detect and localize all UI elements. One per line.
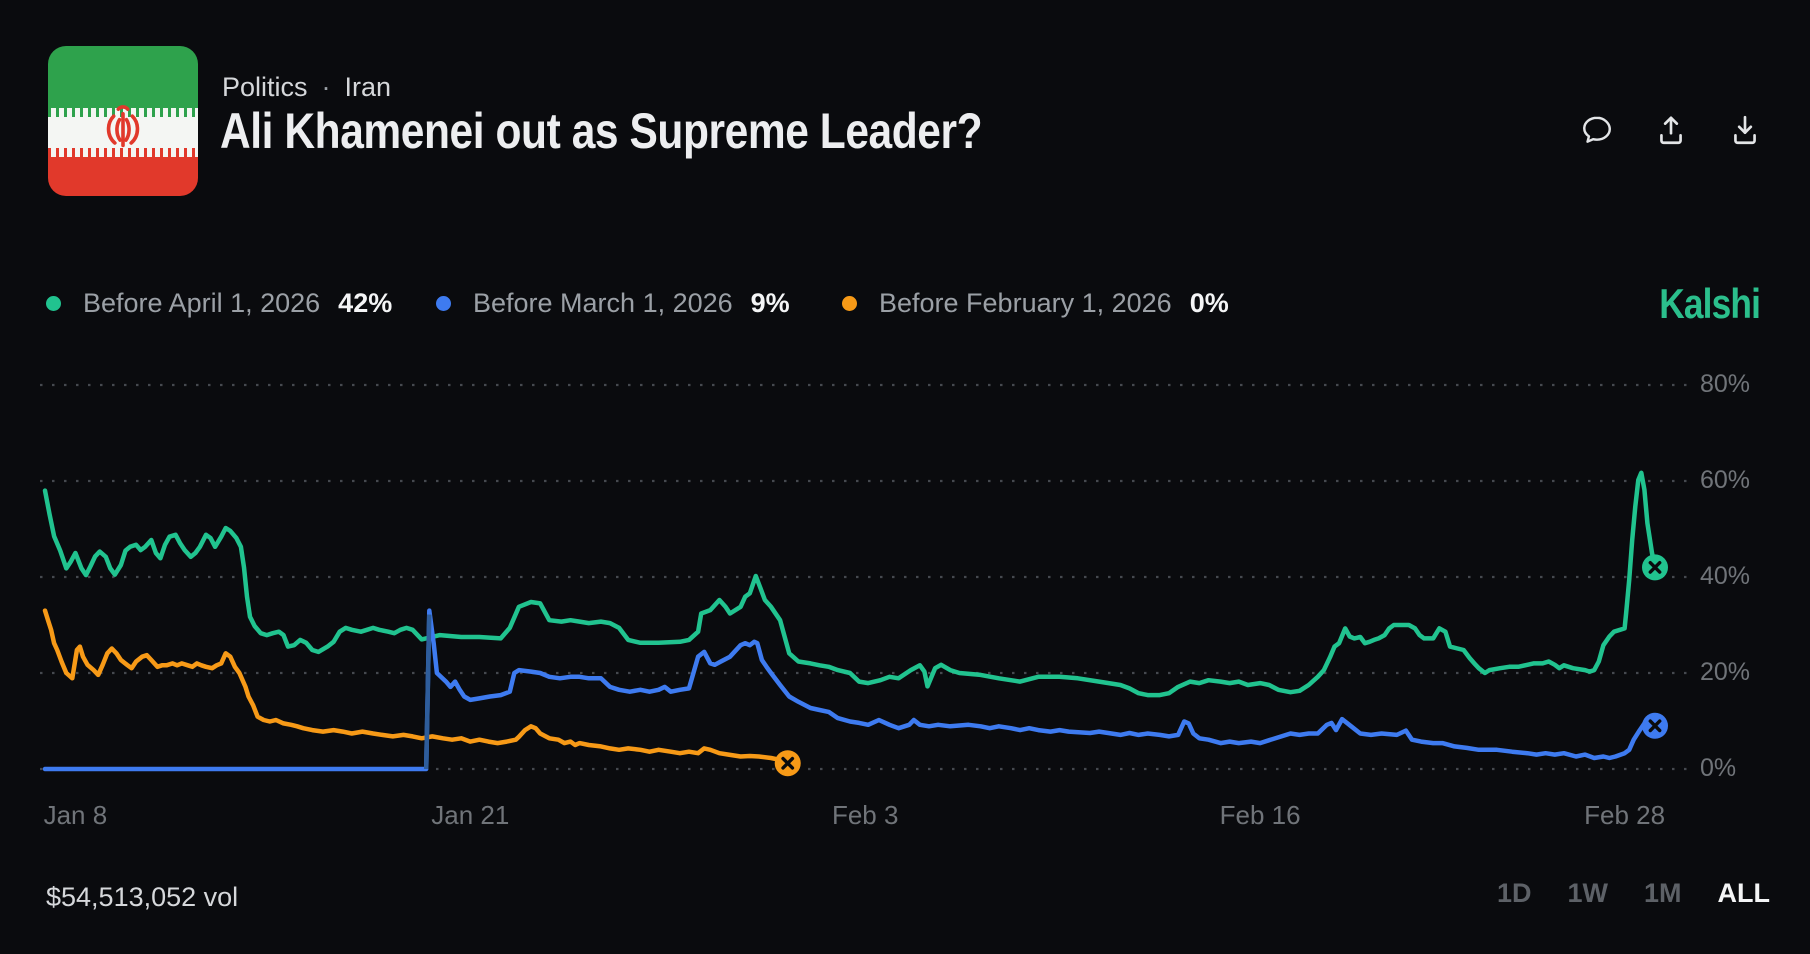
time-range-selector: 1D 1W 1M ALL [1497,878,1770,909]
x-axis-label: Jan 21 [431,800,510,830]
y-axis-label: 0% [1700,754,1737,782]
breadcrumb: Politics · Iran [222,72,391,103]
flag-ornament-band [48,148,198,157]
series-line [42,470,1658,698]
legend-item-before-february-1-2026[interactable]: Before February 1, 2026 0% [842,288,1229,319]
x-axis-label: Feb 28 [1584,800,1666,830]
y-axis-label: 80% [1700,370,1751,398]
series-jump-segment [423,614,432,770]
header-actions [1580,112,1764,148]
legend-item-before-april-1-2026[interactable]: Before April 1, 2026 42% [46,288,392,319]
flag-red-stripe [48,157,198,196]
legend-value: 0% [1189,288,1229,318]
series-end-marker [1642,712,1668,739]
range-1m-button[interactable]: 1M [1644,878,1682,908]
legend-label: Before March 1, 2026 [473,288,733,318]
range-1w-button[interactable]: 1W [1567,878,1609,908]
breadcrumb-category[interactable]: Politics [222,72,308,102]
flag-green-stripe [48,46,198,108]
range-1d-button[interactable]: 1D [1496,878,1532,908]
x-axis-label: Jan 8 [43,800,108,830]
market-icon-iran-flag [48,46,198,196]
share-icon [1660,116,1682,145]
range-all-button[interactable]: ALL [1717,878,1770,908]
legend-value: 42% [338,288,393,318]
x-axis-label: Feb 3 [831,800,899,830]
comment-icon [1583,116,1611,143]
series-color-dot [46,296,61,311]
breadcrumb-region[interactable]: Iran [344,72,392,102]
legend-label: Before February 1, 2026 [879,288,1172,318]
y-axis-label: 20% [1700,658,1751,686]
x-axis-label: Feb 16 [1219,800,1301,830]
y-axis-label: 60% [1700,466,1751,494]
series-end-marker [1642,554,1668,581]
legend-value: 9% [750,288,790,318]
series-line [42,608,790,766]
series-line [42,608,1658,772]
iran-emblem-icon [106,104,140,147]
series-color-dot [842,296,857,311]
legend-item-before-march-1-2026[interactable]: Before March 1, 2026 9% [436,288,790,319]
kalshi-logo: Kalshi [1659,280,1761,327]
download-button[interactable] [1728,112,1764,148]
volume-text: $54,513,052 vol [46,882,239,912]
legend-label: Before April 1, 2026 [83,288,321,318]
y-axis-label: 40% [1700,562,1751,590]
page-title: Ali Khamenei out as Supreme Leader? [220,103,983,159]
comment-button[interactable] [1580,112,1616,148]
breadcrumb-separator: · [321,72,331,102]
download-icon [1734,115,1756,145]
share-button[interactable] [1654,112,1690,148]
series-end-marker [774,750,801,777]
price-chart[interactable] [0,320,1810,800]
series-color-dot [436,296,451,311]
